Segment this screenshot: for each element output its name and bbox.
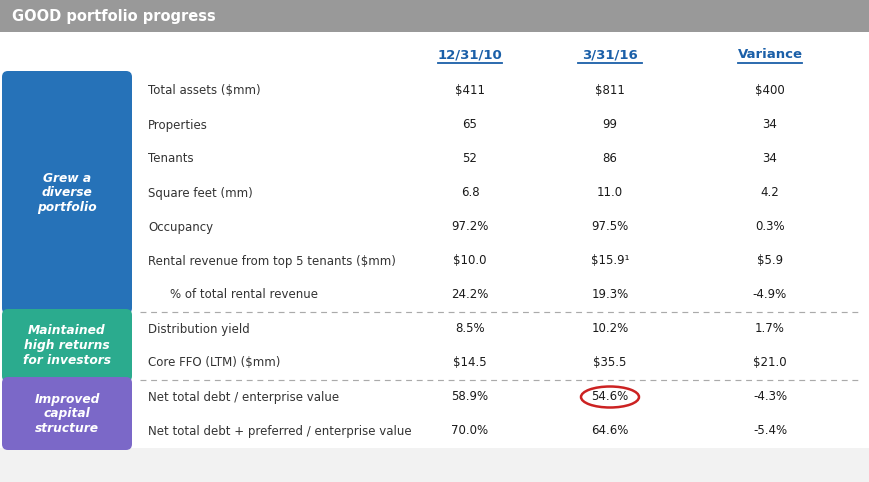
- FancyBboxPatch shape: [2, 71, 132, 314]
- FancyBboxPatch shape: [2, 377, 132, 450]
- Text: 64.6%: 64.6%: [591, 425, 628, 438]
- Text: 3/31/16: 3/31/16: [581, 49, 637, 62]
- Text: Square feet (mm): Square feet (mm): [148, 187, 253, 200]
- Text: Variance: Variance: [737, 49, 801, 62]
- Text: 11.0: 11.0: [596, 187, 622, 200]
- Text: $15.9¹: $15.9¹: [590, 254, 628, 268]
- Text: Improved
capital
structure: Improved capital structure: [34, 392, 100, 436]
- Text: $35.5: $35.5: [593, 357, 626, 370]
- FancyBboxPatch shape: [2, 309, 132, 382]
- Text: Total assets ($mm): Total assets ($mm): [148, 84, 261, 97]
- Text: -4.3%: -4.3%: [752, 390, 786, 403]
- Text: 34: 34: [762, 152, 777, 165]
- Text: Core FFO (LTM) ($mm): Core FFO (LTM) ($mm): [148, 357, 280, 370]
- Text: $811: $811: [594, 84, 624, 97]
- Text: Occupancy: Occupancy: [148, 220, 213, 233]
- Text: 24.2%: 24.2%: [451, 289, 488, 302]
- Text: Properties: Properties: [148, 119, 208, 132]
- Text: Grew a
diverse
portfolio: Grew a diverse portfolio: [37, 172, 96, 214]
- Text: $400: $400: [754, 84, 784, 97]
- Text: GOOD portfolio progress: GOOD portfolio progress: [12, 9, 216, 24]
- Text: 0.3%: 0.3%: [754, 220, 784, 233]
- Text: Net total debt + preferred / enterprise value: Net total debt + preferred / enterprise …: [148, 425, 411, 438]
- Text: 12/31/10: 12/31/10: [437, 49, 501, 62]
- Text: 58.9%: 58.9%: [451, 390, 488, 403]
- Text: -5.4%: -5.4%: [752, 425, 786, 438]
- Text: 97.2%: 97.2%: [451, 220, 488, 233]
- Text: $21.0: $21.0: [753, 357, 786, 370]
- Text: $5.9: $5.9: [756, 254, 782, 268]
- Text: 97.5%: 97.5%: [591, 220, 628, 233]
- Text: $14.5: $14.5: [453, 357, 487, 370]
- Text: 19.3%: 19.3%: [591, 289, 628, 302]
- Text: $411: $411: [454, 84, 484, 97]
- Text: Net total debt / enterprise value: Net total debt / enterprise value: [148, 390, 339, 403]
- Text: 1.7%: 1.7%: [754, 322, 784, 335]
- Text: Distribution yield: Distribution yield: [148, 322, 249, 335]
- Text: 34: 34: [762, 119, 777, 132]
- Text: $10.0: $10.0: [453, 254, 486, 268]
- Text: % of total rental revenue: % of total rental revenue: [169, 289, 318, 302]
- Text: 4.2: 4.2: [760, 187, 779, 200]
- Text: 10.2%: 10.2%: [591, 322, 628, 335]
- Text: 70.0%: 70.0%: [451, 425, 488, 438]
- Text: 86: 86: [602, 152, 617, 165]
- Text: Maintained
high returns
for investors: Maintained high returns for investors: [23, 324, 111, 367]
- FancyBboxPatch shape: [0, 32, 869, 448]
- Text: Tenants: Tenants: [148, 152, 194, 165]
- Text: 52: 52: [462, 152, 477, 165]
- Text: 8.5%: 8.5%: [454, 322, 484, 335]
- Text: 99: 99: [602, 119, 617, 132]
- Text: Rental revenue from top 5 tenants ($mm): Rental revenue from top 5 tenants ($mm): [148, 254, 395, 268]
- Text: -4.9%: -4.9%: [752, 289, 786, 302]
- Text: 54.6%: 54.6%: [591, 390, 628, 403]
- Text: 6.8: 6.8: [461, 187, 479, 200]
- FancyBboxPatch shape: [0, 0, 869, 32]
- Text: 65: 65: [462, 119, 477, 132]
